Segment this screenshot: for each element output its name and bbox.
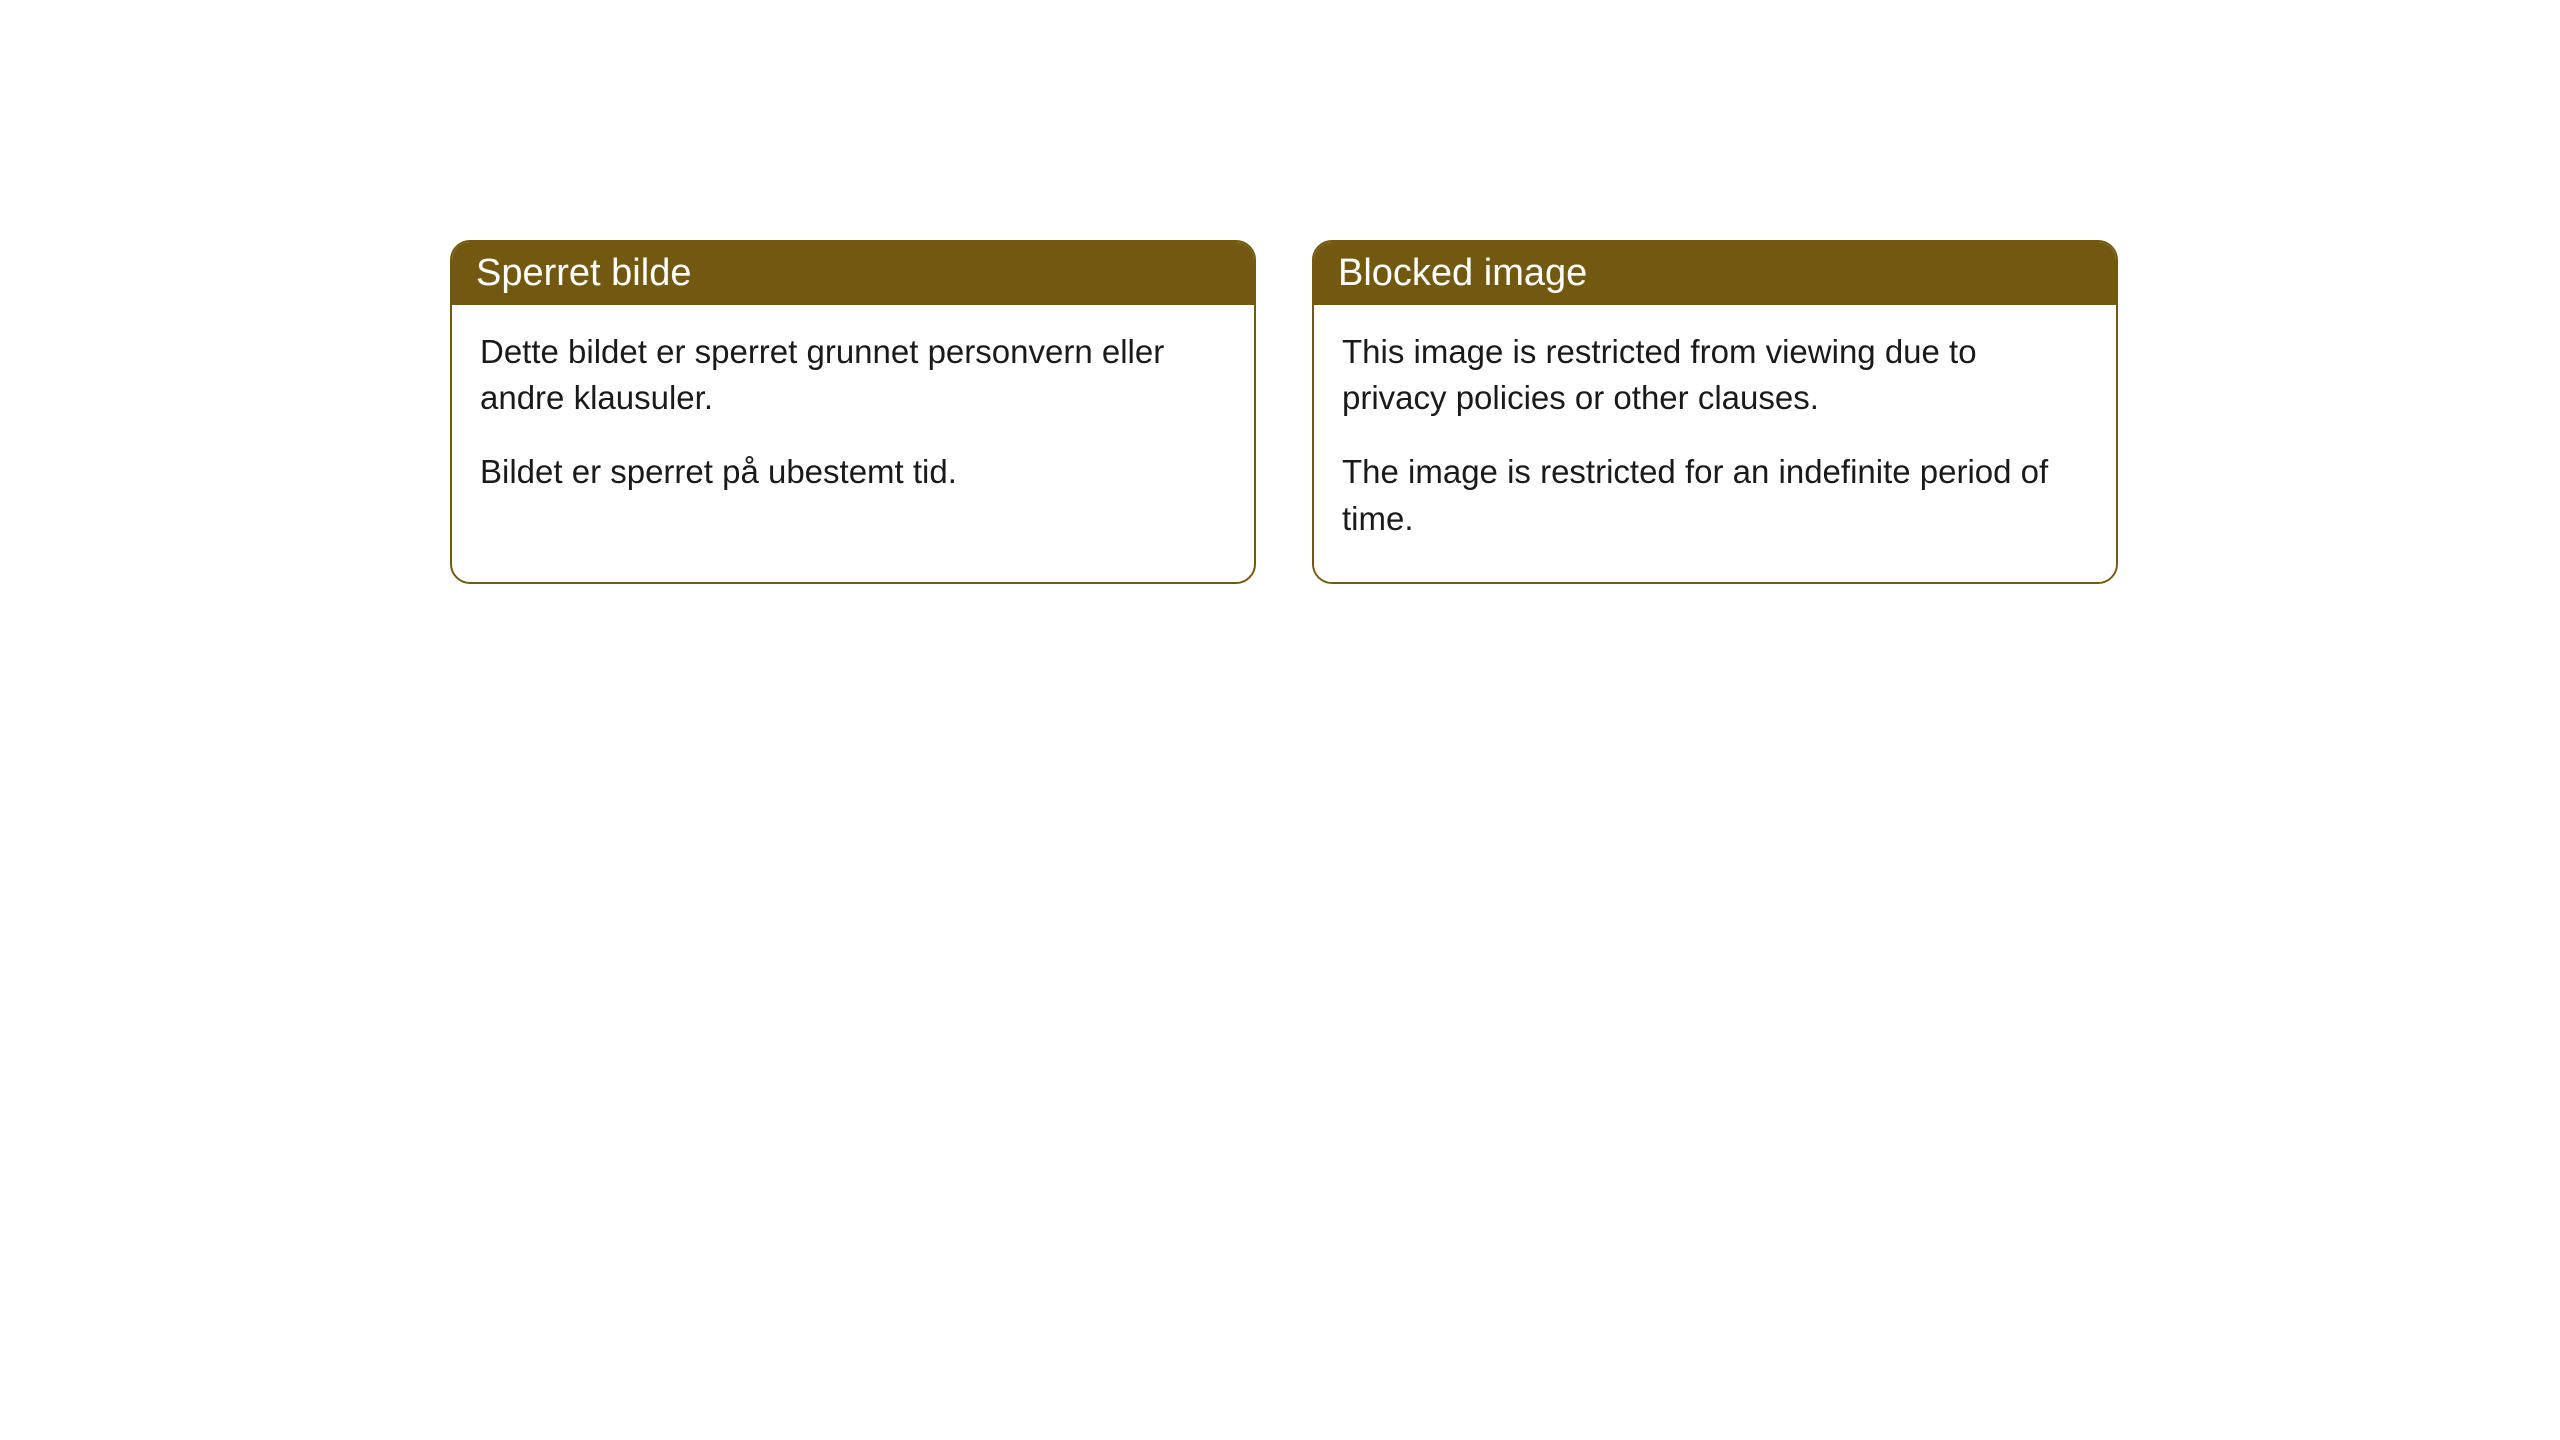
card-text-english-p1: This image is restricted from viewing du…	[1342, 329, 2088, 421]
card-title-english: Blocked image	[1338, 252, 1587, 294]
card-header-norwegian: Sperret bilde	[452, 242, 1254, 305]
card-body-english: This image is restricted from viewing du…	[1314, 305, 2116, 582]
blocked-image-card-norwegian: Sperret bilde Dette bildet er sperret gr…	[450, 240, 1256, 584]
blocked-image-card-english: Blocked image This image is restricted f…	[1312, 240, 2118, 584]
card-title-norwegian: Sperret bilde	[476, 252, 691, 294]
notice-cards-container: Sperret bilde Dette bildet er sperret gr…	[450, 240, 2118, 584]
card-header-english: Blocked image	[1314, 242, 2116, 305]
card-text-norwegian-p1: Dette bildet er sperret grunnet personve…	[480, 329, 1226, 421]
card-text-english-p2: The image is restricted for an indefinit…	[1342, 449, 2088, 541]
card-body-norwegian: Dette bildet er sperret grunnet personve…	[452, 305, 1254, 536]
card-text-norwegian-p2: Bildet er sperret på ubestemt tid.	[480, 449, 1226, 495]
